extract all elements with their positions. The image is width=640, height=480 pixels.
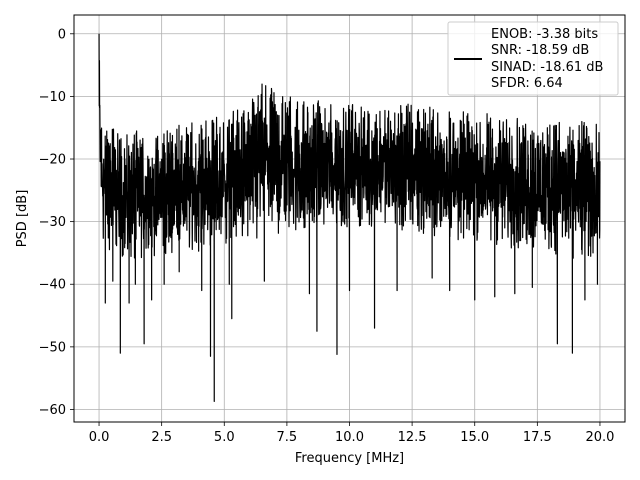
y-tick-label: −30 xyxy=(39,215,66,230)
y-tick-label: −50 xyxy=(39,340,66,355)
x-tick-label: 5.0 xyxy=(214,430,235,445)
x-tick-label: 17.5 xyxy=(523,430,552,445)
x-tick-label: 2.5 xyxy=(151,430,172,445)
legend-entry-snr: SNR: -18.59 dB xyxy=(491,43,589,58)
x-axis: 0.0 2.5 5.0 7.5 10.0 12.5 15.0 17.5 20.0 xyxy=(89,422,614,445)
y-axis-label: PSD [dB] xyxy=(15,190,30,248)
y-tick-label: −10 xyxy=(39,90,66,105)
x-tick-label: 10.0 xyxy=(335,430,364,445)
legend-entry-sfdr: SFDR: 6.64 xyxy=(491,76,563,91)
x-tick-label: 12.5 xyxy=(398,430,427,445)
x-tick-label: 0.0 xyxy=(89,430,110,445)
x-tick-label: 15.0 xyxy=(460,430,489,445)
y-axis: 0 −10 −20 −30 −40 −50 −60 xyxy=(39,27,74,418)
x-tick-label: 20.0 xyxy=(585,430,614,445)
x-axis-label: Frequency [MHz] xyxy=(295,451,404,466)
legend: ENOB: -3.38 bits SNR: -18.59 dB SINAD: -… xyxy=(447,21,619,96)
legend-box xyxy=(447,21,619,96)
y-tick-label: −40 xyxy=(39,278,66,293)
x-tick-label: 7.5 xyxy=(277,430,298,445)
legend-entry-enob: ENOB: -3.38 bits xyxy=(491,27,598,42)
y-tick-label: −20 xyxy=(39,153,66,168)
legend-entry-sinad: SINAD: -18.61 dB xyxy=(491,60,603,75)
y-tick-label: −60 xyxy=(39,403,66,418)
psd-series-line xyxy=(98,33,601,402)
plot-area xyxy=(98,33,601,402)
y-tick-label: 0 xyxy=(58,27,66,42)
series-group xyxy=(98,33,601,402)
